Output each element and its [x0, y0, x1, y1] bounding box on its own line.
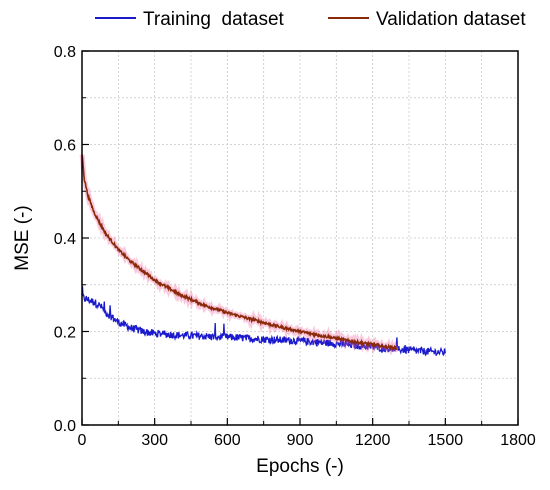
y-axis-title: MSE (-): [12, 205, 33, 270]
legend-label-training: Training dataset: [143, 9, 285, 30]
y-tick-label: 0.4: [54, 231, 76, 248]
training-series-line: [81, 286, 446, 357]
x-tick-label: 1800: [500, 432, 536, 449]
x-tick-label: 600: [214, 432, 241, 449]
y-tick-label: 0.2: [54, 325, 76, 342]
x-tick-label: 1200: [355, 432, 391, 449]
x-tick-label: 900: [287, 432, 314, 449]
y-tick-label: 0.6: [54, 138, 76, 155]
validation-series-line: [81, 154, 398, 351]
x-axis-title: Epochs (-): [256, 456, 344, 477]
x-tick-label: 0: [78, 432, 87, 449]
ticks: 0 300 600 900 1200 1500 1800 0.0 0.2 0.4 0.6 0.8: [54, 44, 536, 449]
y-tick-label: 0.8: [54, 44, 76, 61]
y-tick-label: 0.0: [54, 418, 76, 435]
x-tick-label: 300: [141, 432, 168, 449]
series-layer: [79, 154, 446, 357]
legend: Training dataset Validation dataset: [95, 9, 526, 30]
x-tick-label: 1500: [428, 432, 464, 449]
legend-label-validation: Validation dataset: [376, 9, 526, 30]
